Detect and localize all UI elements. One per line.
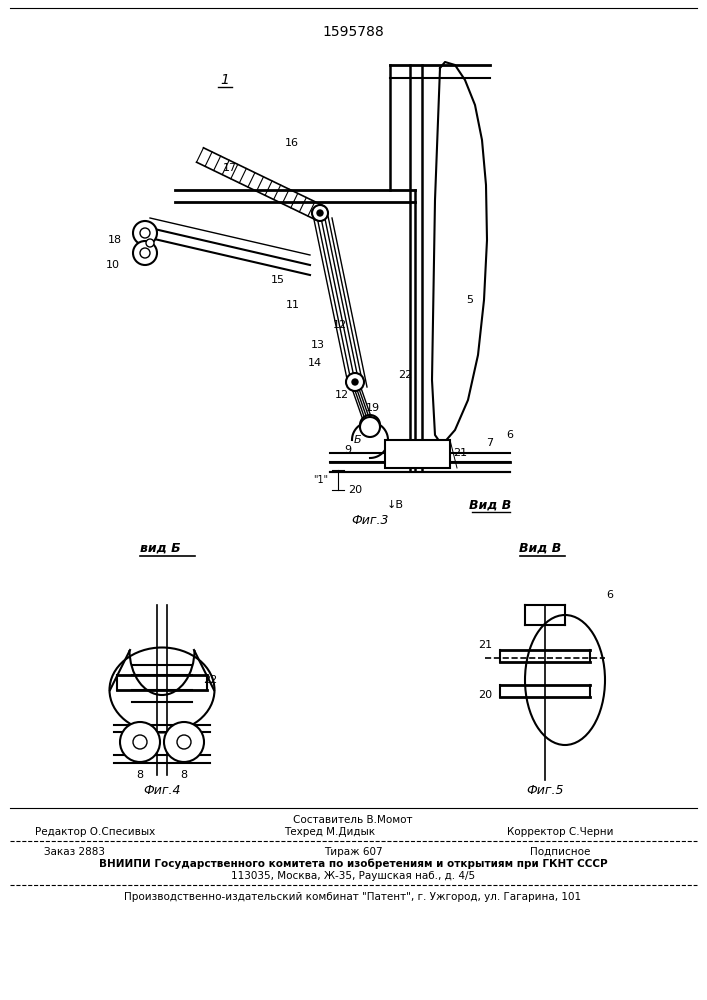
Circle shape	[133, 241, 157, 265]
Text: 11: 11	[286, 300, 300, 310]
Text: 20: 20	[478, 690, 492, 700]
Text: 8: 8	[136, 770, 144, 780]
Circle shape	[120, 722, 160, 762]
Text: Корректор С.Черни: Корректор С.Черни	[507, 827, 613, 837]
Circle shape	[317, 210, 323, 216]
Text: 1: 1	[221, 73, 230, 87]
Text: Фиг.5: Фиг.5	[526, 784, 563, 796]
Text: Техред М.Дидык: Техред М.Дидык	[284, 827, 375, 837]
Text: Фиг.4: Фиг.4	[144, 784, 181, 796]
Text: 12: 12	[333, 320, 347, 330]
Circle shape	[177, 735, 191, 749]
Circle shape	[360, 417, 380, 437]
Text: 21: 21	[478, 640, 492, 650]
Text: ↓В: ↓В	[387, 500, 404, 510]
Text: Составитель В.Момот: Составитель В.Момот	[293, 815, 413, 825]
Text: 10: 10	[106, 260, 120, 270]
Circle shape	[146, 239, 154, 247]
Text: 20: 20	[348, 485, 362, 495]
Text: Редактор О.Спесивых: Редактор О.Спесивых	[35, 827, 155, 837]
Circle shape	[133, 735, 147, 749]
Circle shape	[352, 379, 358, 385]
FancyBboxPatch shape	[385, 440, 450, 468]
Text: 9: 9	[344, 445, 351, 455]
Circle shape	[360, 415, 380, 435]
Circle shape	[366, 421, 374, 429]
Text: 14: 14	[308, 358, 322, 368]
Text: ВНИИПИ Государственного комитета по изобретениям и открытиям при ГКНТ СССР: ВНИИПИ Государственного комитета по изоб…	[99, 859, 607, 869]
Circle shape	[346, 373, 364, 391]
Text: Фиг.3: Фиг.3	[351, 514, 389, 526]
Text: вид Б: вид Б	[140, 542, 180, 554]
Circle shape	[164, 722, 204, 762]
Circle shape	[312, 205, 328, 221]
Text: 21: 21	[453, 448, 467, 458]
Text: 19: 19	[366, 403, 380, 413]
Text: 7: 7	[486, 438, 493, 448]
Text: 113035, Москва, Ж-35, Раушская наб., д. 4/5: 113035, Москва, Ж-35, Раушская наб., д. …	[231, 871, 475, 881]
Text: 15: 15	[271, 275, 285, 285]
Text: Производственно-издательский комбинат "Патент", г. Ужгород, ул. Гагарина, 101: Производственно-издательский комбинат "П…	[124, 892, 582, 902]
Text: Тираж 607: Тираж 607	[324, 847, 382, 857]
Text: 18: 18	[108, 235, 122, 245]
Circle shape	[140, 248, 150, 258]
Text: Б: Б	[354, 435, 362, 445]
Text: Подписное: Подписное	[530, 847, 590, 857]
Text: 8: 8	[180, 770, 187, 780]
Circle shape	[133, 221, 157, 245]
Text: 22: 22	[203, 675, 217, 685]
Text: 17: 17	[223, 163, 237, 173]
Text: 16: 16	[285, 138, 299, 148]
Circle shape	[140, 228, 150, 238]
Text: 13: 13	[311, 340, 325, 350]
Text: 22: 22	[398, 370, 412, 380]
Text: 6: 6	[607, 590, 614, 600]
Text: Заказ 2883: Заказ 2883	[45, 847, 105, 857]
Text: "1": "1"	[313, 475, 328, 485]
Text: 5: 5	[467, 295, 474, 305]
Text: Вид В: Вид В	[519, 542, 561, 554]
Text: Вид В: Вид В	[469, 498, 511, 512]
Text: 12: 12	[335, 390, 349, 400]
Text: 1595788: 1595788	[322, 25, 384, 39]
Text: 6: 6	[506, 430, 513, 440]
